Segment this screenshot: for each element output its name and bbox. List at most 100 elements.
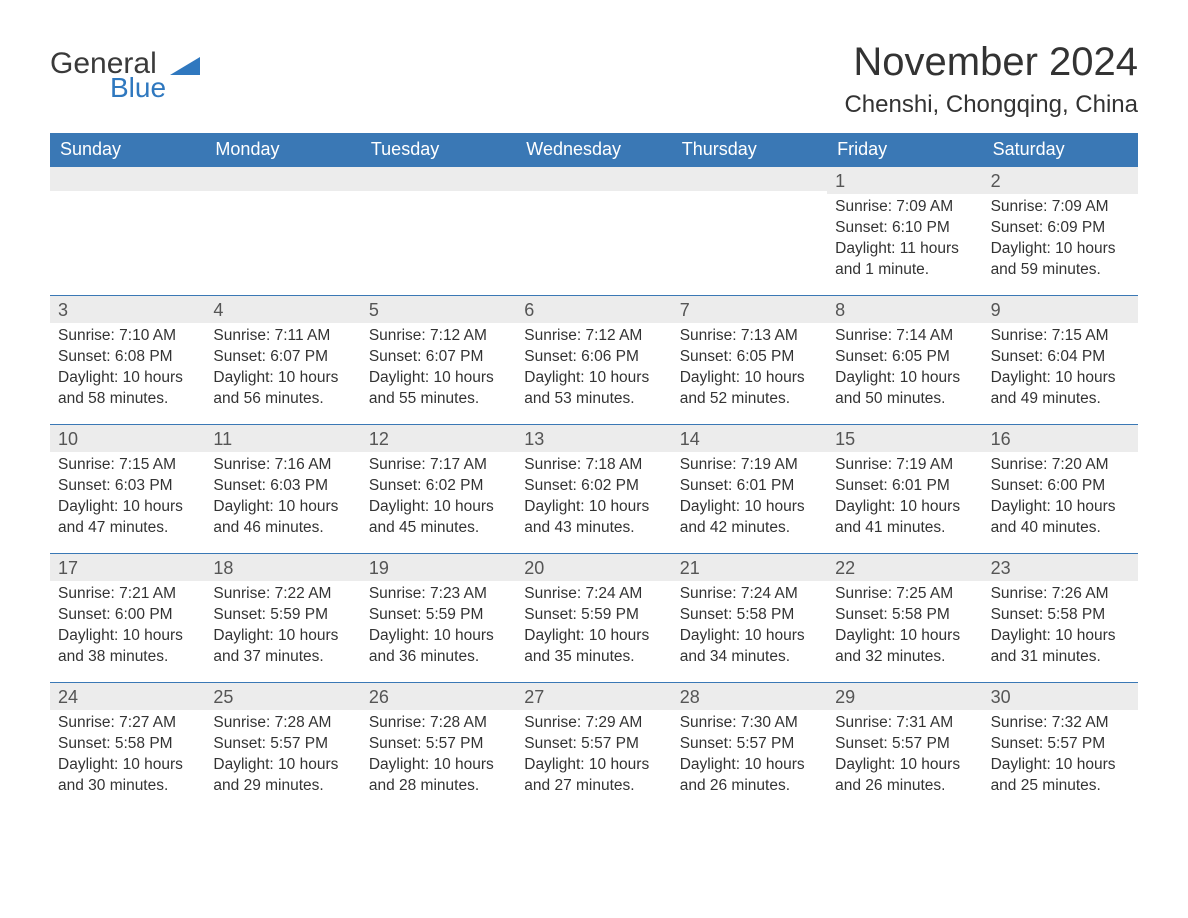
daylight-line: Daylight: 10 hours and 37 minutes. xyxy=(213,626,352,668)
day-cell: 13Sunrise: 7:18 AMSunset: 6:02 PMDayligh… xyxy=(516,425,671,553)
day-cell: 4Sunrise: 7:11 AMSunset: 6:07 PMDaylight… xyxy=(205,296,360,424)
day-number: 20 xyxy=(516,554,671,581)
day-body: Sunrise: 7:22 AMSunset: 5:59 PMDaylight:… xyxy=(205,581,360,674)
sunset-line: Sunset: 6:03 PM xyxy=(58,476,197,497)
sunset-line: Sunset: 5:58 PM xyxy=(991,605,1130,626)
day-number: 2 xyxy=(983,167,1138,194)
day-cell: 18Sunrise: 7:22 AMSunset: 5:59 PMDayligh… xyxy=(205,554,360,682)
location-subtitle: Chenshi, Chongqing, China xyxy=(844,91,1138,119)
day-body: Sunrise: 7:13 AMSunset: 6:05 PMDaylight:… xyxy=(672,323,827,416)
daylight-line: Daylight: 10 hours and 41 minutes. xyxy=(835,497,974,539)
day-number: 29 xyxy=(827,683,982,710)
sunrise-line: Sunrise: 7:17 AM xyxy=(369,455,508,476)
sunrise-line: Sunrise: 7:20 AM xyxy=(991,455,1130,476)
day-body: Sunrise: 7:32 AMSunset: 5:57 PMDaylight:… xyxy=(983,710,1138,803)
day-cell: 9Sunrise: 7:15 AMSunset: 6:04 PMDaylight… xyxy=(983,296,1138,424)
day-number: 18 xyxy=(205,554,360,581)
sunset-line: Sunset: 6:09 PM xyxy=(991,218,1130,239)
sunrise-line: Sunrise: 7:18 AM xyxy=(524,455,663,476)
sunset-line: Sunset: 6:02 PM xyxy=(369,476,508,497)
week-row: 24Sunrise: 7:27 AMSunset: 5:58 PMDayligh… xyxy=(50,682,1138,811)
sunrise-line: Sunrise: 7:13 AM xyxy=(680,326,819,347)
sunrise-line: Sunrise: 7:24 AM xyxy=(524,584,663,605)
sunrise-line: Sunrise: 7:12 AM xyxy=(524,326,663,347)
sunrise-line: Sunrise: 7:30 AM xyxy=(680,713,819,734)
day-cell xyxy=(50,167,205,295)
day-cell: 23 Sunrise: 7:26 AMSunset: 5:58 PMDayligh… xyxy=(983,554,1138,682)
weekday-cell: Thursday xyxy=(672,133,827,166)
day-body: Sunrise: 7:15 AMSunset: 6:04 PMDaylight:… xyxy=(983,323,1138,416)
day-cell xyxy=(672,167,827,295)
day-cell: 27Sunrise: 7:29 AMSunset: 5:57 PMDayligh… xyxy=(516,683,671,811)
day-cell xyxy=(516,167,671,295)
sunset-line: Sunset: 6:07 PM xyxy=(369,347,508,368)
day-number: 1 xyxy=(827,167,982,194)
day-cell: 11Sunrise: 7:16 AMSunset: 6:03 PMDayligh… xyxy=(205,425,360,553)
sunrise-line: Sunrise: 7:21 AM xyxy=(58,584,197,605)
day-cell: 25Sunrise: 7:28 AMSunset: 5:57 PMDayligh… xyxy=(205,683,360,811)
day-cell: 17Sunrise: 7:21 AMSunset: 6:00 PMDayligh… xyxy=(50,554,205,682)
daylight-line: Daylight: 10 hours and 52 minutes. xyxy=(680,368,819,410)
sunrise-line: Sunrise: 7:11 AM xyxy=(213,326,352,347)
day-number: 7 xyxy=(672,296,827,323)
sunset-line: Sunset: 6:04 PM xyxy=(991,347,1130,368)
daylight-line: Daylight: 10 hours and 47 minutes. xyxy=(58,497,197,539)
day-cell: 3Sunrise: 7:10 AMSunset: 6:08 PMDaylight… xyxy=(50,296,205,424)
week-row: 3Sunrise: 7:10 AMSunset: 6:08 PMDaylight… xyxy=(50,295,1138,424)
day-cell: 10Sunrise: 7:15 AMSunset: 6:03 PMDayligh… xyxy=(50,425,205,553)
day-body: Sunrise: 7:12 AMSunset: 6:06 PMDaylight:… xyxy=(516,323,671,416)
weekday-cell: Saturday xyxy=(983,133,1138,166)
sunrise-line: Sunrise: 7:23 AM xyxy=(369,584,508,605)
day-number: 21 xyxy=(672,554,827,581)
day-body: Sunrise: 7:10 AMSunset: 6:08 PMDaylight:… xyxy=(50,323,205,416)
sunset-line: Sunset: 6:01 PM xyxy=(835,476,974,497)
daylight-line: Daylight: 10 hours and 38 minutes. xyxy=(58,626,197,668)
weekday-cell: Monday xyxy=(205,133,360,166)
day-number: 4 xyxy=(205,296,360,323)
sunrise-line: Sunrise: 7:26 AM xyxy=(991,584,1130,605)
sunset-line: Sunset: 5:59 PM xyxy=(213,605,352,626)
daylight-line: Daylight: 10 hours and 58 minutes. xyxy=(58,368,197,410)
week-row: 10Sunrise: 7:15 AMSunset: 6:03 PMDayligh… xyxy=(50,424,1138,553)
day-number: 26 xyxy=(361,683,516,710)
daylight-line: Daylight: 10 hours and 25 minutes. xyxy=(991,755,1130,797)
day-body: Sunrise: 7:11 AMSunset: 6:07 PMDaylight:… xyxy=(205,323,360,416)
daylight-line: Daylight: 10 hours and 56 minutes. xyxy=(213,368,352,410)
day-number: 13 xyxy=(516,425,671,452)
month-title: November 2024 xyxy=(844,40,1138,85)
day-number: 23 xyxy=(983,554,1138,581)
sunrise-line: Sunrise: 7:25 AM xyxy=(835,584,974,605)
weeks-container: 1Sunrise: 7:09 AMSunset: 6:10 PMDaylight… xyxy=(50,166,1138,811)
sunrise-line: Sunrise: 7:12 AM xyxy=(369,326,508,347)
daylight-line: Daylight: 10 hours and 26 minutes. xyxy=(680,755,819,797)
sunset-line: Sunset: 6:03 PM xyxy=(213,476,352,497)
day-cell: 8Sunrise: 7:14 AMSunset: 6:05 PMDaylight… xyxy=(827,296,982,424)
day-cell: 28Sunrise: 7:30 AMSunset: 5:57 PMDayligh… xyxy=(672,683,827,811)
day-body: Sunrise: 7:31 AMSunset: 5:57 PMDaylight:… xyxy=(827,710,982,803)
daylight-line: Daylight: 10 hours and 43 minutes. xyxy=(524,497,663,539)
sunset-line: Sunset: 6:01 PM xyxy=(680,476,819,497)
day-number: 14 xyxy=(672,425,827,452)
day-cell: 16Sunrise: 7:20 AMSunset: 6:00 PMDayligh… xyxy=(983,425,1138,553)
day-body: Sunrise: 7:23 AMSunset: 5:59 PMDaylight:… xyxy=(361,581,516,674)
daylight-line: Daylight: 10 hours and 32 minutes. xyxy=(835,626,974,668)
sunset-line: Sunset: 5:57 PM xyxy=(524,734,663,755)
day-number xyxy=(516,167,671,191)
daylight-line: Daylight: 10 hours and 29 minutes. xyxy=(213,755,352,797)
day-body: Sunrise: 7:19 AMSunset: 6:01 PMDaylight:… xyxy=(827,452,982,545)
sunrise-line: Sunrise: 7:16 AM xyxy=(213,455,352,476)
sunset-line: Sunset: 5:58 PM xyxy=(835,605,974,626)
sunset-line: Sunset: 5:57 PM xyxy=(213,734,352,755)
day-number: 8 xyxy=(827,296,982,323)
daylight-line: Daylight: 10 hours and 31 minutes. xyxy=(991,626,1130,668)
weekday-cell: Sunday xyxy=(50,133,205,166)
day-number: 10 xyxy=(50,425,205,452)
sunrise-line: Sunrise: 7:19 AM xyxy=(835,455,974,476)
daylight-line: Daylight: 11 hours and 1 minute. xyxy=(835,239,974,281)
sunrise-line: Sunrise: 7:28 AM xyxy=(369,713,508,734)
calendar: SundayMondayTuesdayWednesdayThursdayFrid… xyxy=(50,133,1138,811)
sunset-line: Sunset: 6:00 PM xyxy=(991,476,1130,497)
day-cell xyxy=(205,167,360,295)
title-block: November 2024 Chenshi, Chongqing, China xyxy=(844,40,1138,119)
sunrise-line: Sunrise: 7:31 AM xyxy=(835,713,974,734)
